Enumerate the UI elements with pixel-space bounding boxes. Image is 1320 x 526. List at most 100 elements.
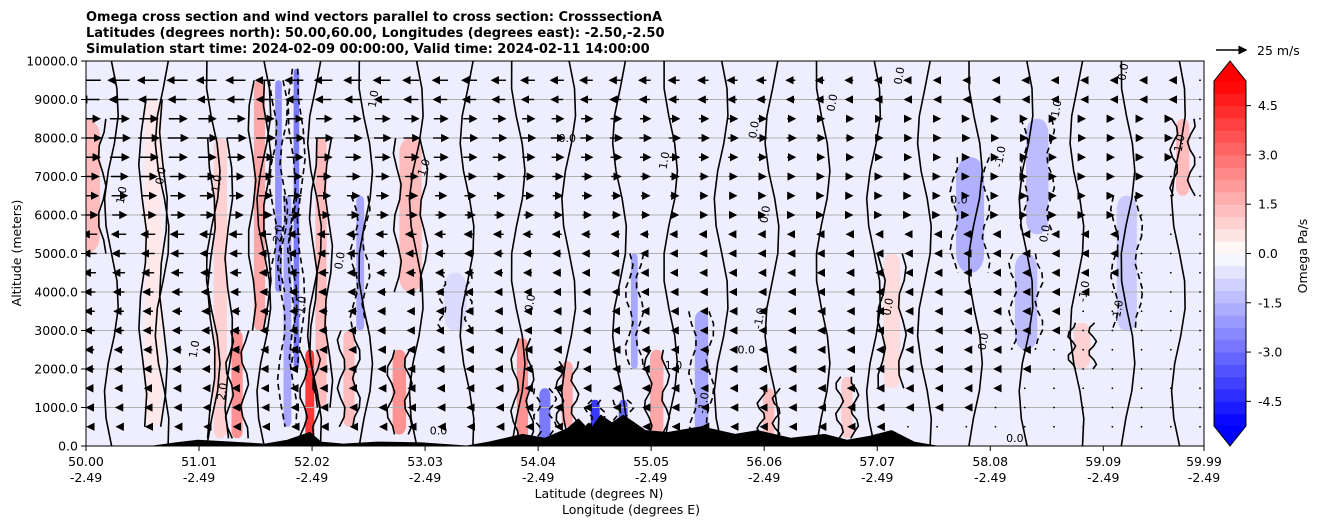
omega-feature <box>392 349 407 435</box>
y-tick-label: 2000.0 <box>34 362 78 377</box>
chart-title-line-2: Latitudes (degrees north): 50.00,60.00, … <box>86 26 665 41</box>
wind-vector <box>1140 368 1143 370</box>
wind-vector <box>1111 368 1114 370</box>
wind-vector <box>1199 310 1201 313</box>
wind-vector <box>1169 329 1172 332</box>
contour-line <box>268 80 278 293</box>
contour-label: -1.0 <box>1076 280 1093 303</box>
wind-vector <box>1082 329 1085 332</box>
wind-vector <box>1082 406 1085 409</box>
contour-line <box>981 156 991 273</box>
wind-vector <box>1140 348 1143 351</box>
wind-vector <box>1169 406 1172 409</box>
omega-feature <box>1073 322 1091 369</box>
chart-title-line-1: Omega cross section and wind vectors par… <box>86 10 662 25</box>
wind-vector <box>1199 271 1201 274</box>
x-tick-label-lon: -2.49 <box>296 470 328 485</box>
colorbar-band <box>1214 401 1246 415</box>
wind-vector <box>1169 233 1172 236</box>
x-axis: 50.00-2.4951.01-2.4952.02-2.4953.03-2.49… <box>68 446 1222 485</box>
contour-line <box>1134 195 1144 331</box>
contour-line <box>834 376 845 439</box>
contour-line <box>510 61 526 446</box>
contour-label: 0.0 <box>558 132 576 145</box>
contour-label: 0.0 <box>332 251 348 270</box>
x-tick-label-lat: 59.99 <box>1186 454 1222 469</box>
colorbar-band <box>1214 191 1246 205</box>
wind-vector <box>1199 175 1201 178</box>
wind-vector <box>1199 425 1201 428</box>
contour-line <box>560 61 577 446</box>
colorbar-extend-min <box>1214 425 1246 446</box>
contour-line <box>358 61 374 446</box>
contour-label: 0.0 <box>976 332 992 351</box>
contour-line <box>624 253 634 370</box>
omega-feature <box>144 99 162 427</box>
colorbar-outline <box>1213 60 1247 447</box>
y-tick-label: 5000.0 <box>34 246 78 261</box>
colorbar-band <box>1214 352 1246 365</box>
contour-label: 1.0 <box>114 185 130 204</box>
contour-label: 0.0 <box>757 205 773 224</box>
contour-line <box>463 272 473 331</box>
contour-line <box>247 80 257 331</box>
contour-line <box>336 330 346 428</box>
contour-label: 1.0 <box>366 89 382 108</box>
y-tick-label: 0.0 <box>58 439 78 454</box>
omega-feature <box>561 361 573 427</box>
contour-line <box>392 137 403 293</box>
colorbar-tick-label: 0.0 <box>1258 246 1278 261</box>
contour-line <box>1186 118 1196 197</box>
wind-vector <box>1140 310 1143 313</box>
colorbar-tick-label: 1.5 <box>1258 197 1278 212</box>
chart-title-line-3: Simulation start time: 2024-02-09 00:00:… <box>86 42 650 57</box>
wind-vector <box>1199 329 1201 332</box>
colorbar-extend-max <box>1214 61 1246 82</box>
omega-feature <box>763 388 775 439</box>
contour-label: -1.0 <box>1171 133 1188 156</box>
y-tick-label: 10000.0 <box>26 54 78 69</box>
colorbar-tick-label: -3.0 <box>1258 345 1282 360</box>
wind-vector <box>1169 194 1172 197</box>
contour-line <box>224 137 234 439</box>
contour-line <box>713 61 729 446</box>
contour-label: 1.0 <box>665 359 683 372</box>
contour-line <box>771 387 781 439</box>
y-tick-label: 4000.0 <box>34 285 78 300</box>
colorbar-ticks: 4.5 3.0 1.5 0.0 -1.5 -3.0 -4.5 <box>1246 98 1282 409</box>
wind-vector <box>1140 406 1143 409</box>
contour-label: 0.0 <box>430 424 448 437</box>
wind-vector <box>1199 194 1201 197</box>
colorbar-band <box>1214 204 1246 218</box>
contour-line <box>351 330 361 427</box>
wind-vector <box>1199 291 1201 293</box>
wind-vector <box>1140 425 1143 428</box>
vector-key: 25 m/s <box>1216 43 1300 58</box>
wind-vector <box>1111 348 1114 351</box>
wind-vector <box>1169 368 1172 370</box>
contour-line <box>279 80 289 293</box>
colorbar-band <box>1214 241 1246 254</box>
wind-vector <box>1199 406 1201 409</box>
omega-feature <box>1116 195 1137 331</box>
wind-vector <box>1199 348 1201 351</box>
wind-vector <box>1111 406 1114 409</box>
colorbar-tick-label: -1.5 <box>1258 295 1282 310</box>
colorbar-band <box>1214 339 1246 353</box>
contour-label: 1.0 <box>187 339 203 358</box>
wind-vector <box>1023 406 1026 409</box>
wind-vector <box>1169 175 1172 178</box>
x-tick-label-lon: -2.49 <box>861 470 893 485</box>
wind-vector <box>1199 387 1201 390</box>
wind-vector <box>1169 425 1172 428</box>
contour-line <box>555 360 565 428</box>
wind-vector <box>1082 425 1085 428</box>
x-axis-label-latitude: Latitude (degrees N) <box>535 486 664 501</box>
colorbar-label: Omega Pa/s <box>1295 219 1310 294</box>
omega-feature <box>1014 253 1038 350</box>
wind-vector <box>1111 387 1114 390</box>
y-tick-label: 8000.0 <box>34 131 78 146</box>
contour-label: 0.0 <box>1115 62 1131 81</box>
wind-vector <box>1111 310 1114 313</box>
contour-line <box>419 137 429 293</box>
